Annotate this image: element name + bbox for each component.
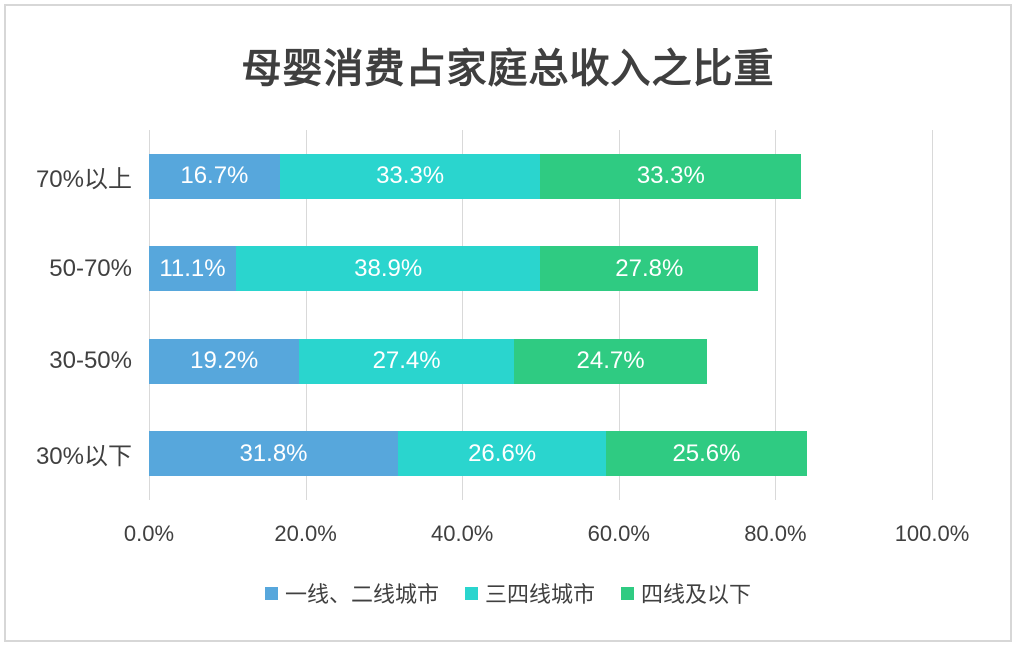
bar-value-label: 31.8% xyxy=(239,439,308,467)
bar-value-label: 19.2% xyxy=(190,347,259,375)
bar-value-label: 27.4% xyxy=(372,347,441,375)
stacked-bar: 16.7% 33.3% 33.3% xyxy=(149,153,932,199)
x-tick-label: 60.0% xyxy=(587,521,650,546)
bar-value-label: 24.7% xyxy=(576,347,645,375)
bar-segment: 27.8% xyxy=(540,246,759,292)
bar-segment: 38.9% xyxy=(235,246,541,292)
legend-item: 一线、二线城市 xyxy=(264,577,439,609)
stacked-bar: 31.8% 26.6% 25.6% xyxy=(149,431,932,477)
legend-label: 三四线城市 xyxy=(484,582,595,607)
stacked-bar: 19.2% 27.4% 24.7% xyxy=(149,338,932,384)
bar-segment: 27.4% xyxy=(299,338,514,384)
bar-segment: 33.3% xyxy=(540,153,802,199)
bar-segment: 19.2% xyxy=(149,338,300,384)
gridline xyxy=(932,130,933,500)
bar-value-label: 26.6% xyxy=(468,439,537,467)
bar-row: 31.8% 26.6% 25.6% xyxy=(149,408,932,501)
gridline xyxy=(462,130,464,500)
category-label: 70%以上 xyxy=(35,165,132,193)
x-tick-label: 80.0% xyxy=(744,521,807,546)
bar-segment: 24.7% xyxy=(513,338,708,384)
bar-value-label: 16.7% xyxy=(180,162,249,190)
bar-row: 11.1% 38.9% 27.8% xyxy=(149,223,932,316)
category-label: 30-50% xyxy=(49,347,132,375)
legend-swatch xyxy=(621,586,634,600)
legend-swatch xyxy=(264,586,278,600)
x-tick-label: 40.0% xyxy=(430,521,494,546)
x-tick-label: 20.0% xyxy=(274,521,337,546)
bar-value-label: 33.3% xyxy=(376,162,445,190)
bar-segment: 26.6% xyxy=(397,431,607,477)
gridline xyxy=(305,130,307,500)
bar-segment: 11.1% xyxy=(149,246,236,292)
bar-value-label: 27.8% xyxy=(615,254,684,282)
bar-value-label: 38.9% xyxy=(354,254,423,282)
gridline xyxy=(775,130,777,500)
gridline xyxy=(618,130,620,500)
bar-segment: 25.6% xyxy=(606,431,807,477)
x-tick-label: 0.0% xyxy=(123,521,175,546)
legend-label: 一线、二线城市 xyxy=(284,582,439,607)
stacked-bar: 11.1% 38.9% 27.8% xyxy=(149,246,932,292)
legend-swatch xyxy=(464,586,478,600)
bar-rows: 16.7% 33.3% 33.3% 11.1% 38.9% 27.8% 19.2% 27.4%… xyxy=(149,130,932,500)
bar-row: 16.7% 33.3% 33.3% xyxy=(149,130,932,223)
bar-value-label: 33.3% xyxy=(636,162,705,190)
legend-item: 三四线城市 xyxy=(464,577,595,609)
bar-value-label: 25.6% xyxy=(672,439,741,467)
chart-title: 母婴消费占家庭总收入之比重 xyxy=(241,47,775,91)
gridline xyxy=(149,130,150,500)
bar-value-label: 11.1% xyxy=(159,254,226,282)
legend-item: 四线及以下 xyxy=(621,577,751,609)
legend-label: 四线及以下 xyxy=(641,582,752,607)
bar-segment: 16.7% xyxy=(149,153,280,199)
x-tick-label: 100.0% xyxy=(894,521,970,546)
bar-segment: 31.8% xyxy=(149,431,398,477)
plot-area: 16.7% 33.3% 33.3% 11.1% 38.9% 27.8% 19.2% 27.4%… xyxy=(149,130,933,500)
bar-row: 19.2% 27.4% 24.7% xyxy=(149,315,932,408)
category-label: 50-70% xyxy=(49,254,132,282)
bar-segment: 33.3% xyxy=(279,153,541,199)
category-label: 30%以下 xyxy=(35,443,132,471)
y-axis-labels: 70%以上 50-70% 30-50% 30%以下 xyxy=(0,130,141,500)
legend: 一线、二线城市 三四线城市 四线及以下 xyxy=(0,577,1016,609)
x-axis-labels: 0.0% 20.0% 40.0% 60.0% 80.0% 100.0% xyxy=(124,521,969,549)
